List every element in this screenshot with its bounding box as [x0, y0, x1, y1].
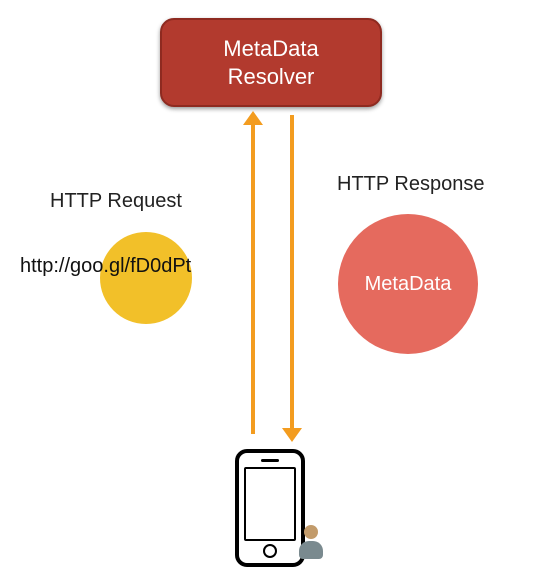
arrow-up-shaft [251, 121, 255, 434]
arrow-up-head [243, 111, 263, 125]
request-circle [100, 232, 192, 324]
user-icon [296, 525, 326, 565]
http-response-label: HTTP Response [337, 173, 484, 196]
response-circle: MetaData [338, 214, 478, 354]
arrow-down-shaft [290, 115, 294, 428]
phone-screen [244, 467, 296, 541]
phone-icon [235, 449, 305, 567]
response-circle-label: MetaData [365, 273, 452, 296]
http-request-label: HTTP Request [50, 190, 182, 213]
metadata-resolver-label: MetaData Resolver [223, 35, 318, 90]
resolver-line2: Resolver [228, 64, 315, 89]
request-url-text: http://goo.gl/fD0dPt [20, 255, 191, 278]
metadata-resolver-box: MetaData Resolver [160, 18, 382, 107]
arrow-down-head [282, 428, 302, 442]
user-head [304, 525, 318, 539]
user-body [299, 541, 323, 559]
resolver-line1: MetaData [223, 36, 318, 61]
